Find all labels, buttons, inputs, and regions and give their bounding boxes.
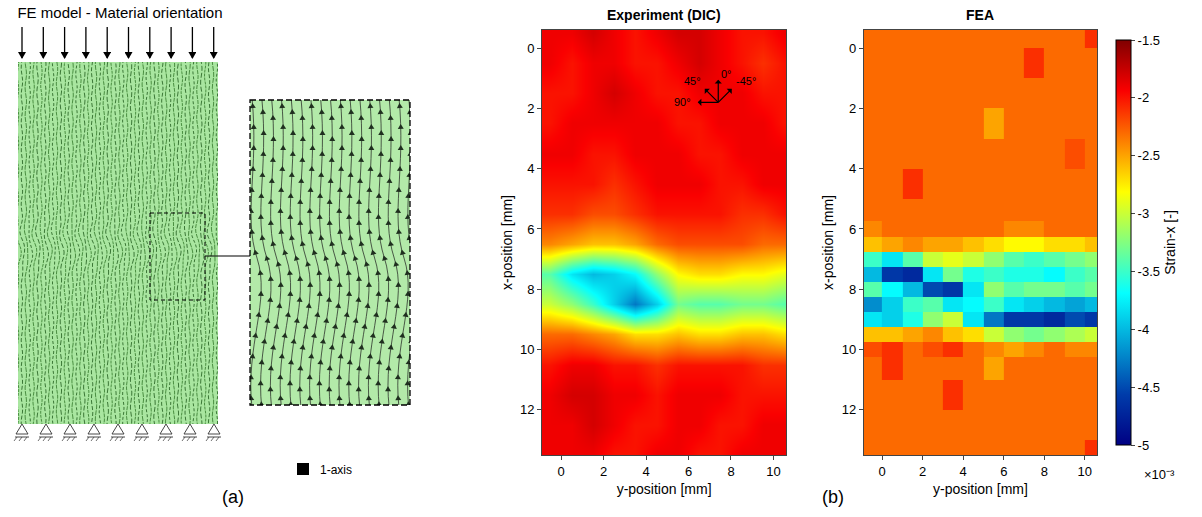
svg-text:-2: -2 (1138, 90, 1150, 105)
svg-text:0: 0 (879, 464, 886, 479)
svg-text:x-position [mm]: x-position [mm] (499, 195, 515, 290)
svg-text:2: 2 (600, 464, 607, 479)
svg-text:6: 6 (849, 221, 856, 236)
svg-text:4: 4 (527, 161, 534, 176)
svg-text:90°: 90° (674, 96, 691, 108)
svg-text:8: 8 (527, 282, 534, 297)
svg-text:4: 4 (642, 464, 649, 479)
svg-text:-45°: -45° (736, 75, 756, 87)
svg-text:FEA: FEA (966, 7, 994, 23)
svg-text:10: 10 (1078, 464, 1092, 479)
svg-text:y-position [mm]: y-position [mm] (617, 481, 712, 497)
svg-text:8: 8 (849, 282, 856, 297)
svg-text:0: 0 (849, 41, 856, 56)
svg-text:6: 6 (527, 221, 534, 236)
svg-text:x-position [mm]: x-position [mm] (820, 195, 836, 290)
html-text:(b): (b) (822, 487, 844, 507)
svg-text:0: 0 (527, 41, 534, 56)
svg-text:-3.5: -3.5 (1138, 264, 1160, 279)
svg-text:10: 10 (520, 342, 534, 357)
svg-text:4: 4 (960, 464, 967, 479)
svg-text:-5: -5 (1138, 438, 1150, 453)
svg-text:6: 6 (685, 464, 692, 479)
svg-text:y-position [mm]: y-position [mm] (933, 481, 1028, 497)
svg-text:-4: -4 (1138, 322, 1150, 337)
svg-text:8: 8 (727, 464, 734, 479)
svg-text:0°: 0° (721, 68, 732, 80)
svg-text:10: 10 (842, 342, 856, 357)
svg-text:45°: 45° (684, 75, 701, 87)
svg-text:12: 12 (520, 402, 534, 417)
svg-text:-2.5: -2.5 (1138, 148, 1160, 163)
svg-text:8: 8 (1041, 464, 1048, 479)
svg-text:Experiment (DIC): Experiment (DIC) (607, 7, 721, 23)
svg-text:12: 12 (842, 402, 856, 417)
svg-text:×10⁻³: ×10⁻³ (1144, 467, 1175, 482)
svg-text:-4.5: -4.5 (1138, 380, 1160, 395)
svg-text:2: 2 (527, 101, 534, 116)
svg-text:10: 10 (766, 464, 780, 479)
svg-text:6: 6 (1000, 464, 1007, 479)
svg-text:4: 4 (849, 161, 856, 176)
svg-text:FE model - Material orientatio: FE model - Material orientation (17, 4, 222, 21)
html-text:(a): (a) (222, 487, 244, 507)
svg-text:-3: -3 (1138, 206, 1150, 221)
svg-text:1-axis: 1-axis (320, 463, 352, 477)
svg-text:-1.5: -1.5 (1138, 33, 1160, 48)
svg-text:2: 2 (919, 464, 926, 479)
svg-text:Strain-x [-]: Strain-x [-] (1162, 210, 1178, 275)
svg-text:0: 0 (557, 464, 564, 479)
svg-text:2: 2 (849, 101, 856, 116)
